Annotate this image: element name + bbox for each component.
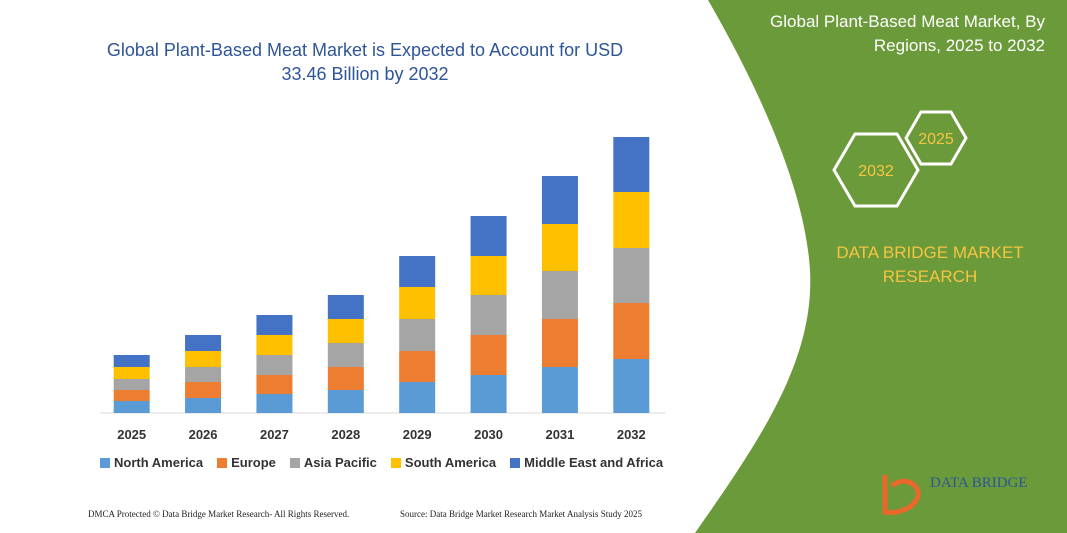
legend-swatch xyxy=(289,458,300,468)
legend-swatch xyxy=(100,458,110,468)
legend-swatch xyxy=(390,458,401,468)
legend: North America Europe Asia Pacific South Ame… xyxy=(100,455,680,470)
side-panel xyxy=(695,0,1067,533)
bar-segment xyxy=(113,401,150,413)
bar-segment xyxy=(613,137,650,192)
x-tick-label: 2026 xyxy=(189,427,218,442)
bar-segment xyxy=(256,375,293,394)
x-tick-label: 2031 xyxy=(545,427,574,442)
bar-segment xyxy=(256,355,293,375)
chart-title: Global Plant-Based Meat Market is Expect… xyxy=(106,40,624,84)
bar-segment xyxy=(399,256,436,287)
bar-segment xyxy=(327,319,364,343)
bar-segment xyxy=(327,295,364,319)
bar-segment xyxy=(185,335,222,351)
bar-segment xyxy=(256,335,293,355)
bar-segment xyxy=(613,303,650,359)
panel-title: Global Plant-Based Meat Market, By Regio… xyxy=(770,12,1045,55)
bar-segment xyxy=(113,367,150,379)
bar-segment xyxy=(470,375,507,413)
hexagon xyxy=(832,132,920,208)
legend-item: North America xyxy=(100,455,203,470)
logo-mark xyxy=(882,475,921,516)
hex-label: 2025 xyxy=(918,131,954,148)
legend-swatch xyxy=(510,458,521,468)
bar-segment xyxy=(185,367,222,382)
bar-segment xyxy=(470,216,507,256)
footer-left: DMCA Protected © Data Bridge Market Rese… xyxy=(88,509,350,519)
bar-segment xyxy=(541,224,578,271)
legend-swatch xyxy=(217,458,228,468)
bar-segment xyxy=(256,315,293,335)
x-tick-label: 2028 xyxy=(331,427,360,442)
x-tick-label: 2030 xyxy=(474,427,503,442)
bar-segment xyxy=(327,390,364,413)
legend-label: Europe xyxy=(231,455,276,470)
legend-label: Middle East and Africa xyxy=(524,455,664,470)
bar-segment xyxy=(185,382,222,398)
footer-right: Source: Data Bridge Market Research Mark… xyxy=(400,509,642,519)
legend-label: South America xyxy=(404,455,497,470)
bar-segment xyxy=(185,351,222,367)
legend-label: North America xyxy=(114,455,204,470)
bar-segment xyxy=(113,355,150,367)
bar-segment xyxy=(185,398,222,413)
bar-segment xyxy=(327,367,364,390)
logo-text: DATA BRIDGE xyxy=(930,475,1028,491)
bar-segment xyxy=(470,335,507,375)
hex-label: 2032 xyxy=(858,163,894,180)
bar-segment xyxy=(256,394,293,413)
bar-segment xyxy=(541,176,578,224)
bar-segment xyxy=(541,271,578,319)
bar-segment xyxy=(541,367,578,413)
legend-item: Asia Pacific xyxy=(289,455,377,470)
legend-item: Europe xyxy=(217,455,276,470)
x-tick-label: 2032 xyxy=(617,427,646,442)
bar-segment xyxy=(399,382,436,413)
bar-segment xyxy=(613,359,650,413)
x-tick-label: 2029 xyxy=(403,427,432,442)
bar-segment xyxy=(470,295,507,335)
x-tick-label: 2025 xyxy=(117,427,146,442)
bar-segment xyxy=(399,351,436,382)
bar-segment xyxy=(541,319,578,367)
bar-segment xyxy=(113,379,150,390)
bar-segment xyxy=(613,248,650,303)
bar-segment xyxy=(327,343,364,367)
bar-segment xyxy=(113,390,150,401)
bar-segment xyxy=(613,192,650,248)
brand-text: DATA BRIDGE MARKET RESEARCH xyxy=(836,243,1024,286)
bar-segment xyxy=(399,287,436,319)
x-tick-label: 2027 xyxy=(260,427,289,442)
bar-segment xyxy=(399,319,436,351)
bar-segment xyxy=(470,256,507,295)
legend-item: Middle East and Africa xyxy=(510,455,663,470)
hexagon xyxy=(904,110,968,166)
legend-label: Asia Pacific xyxy=(303,455,377,470)
legend-item: South America xyxy=(390,455,497,470)
